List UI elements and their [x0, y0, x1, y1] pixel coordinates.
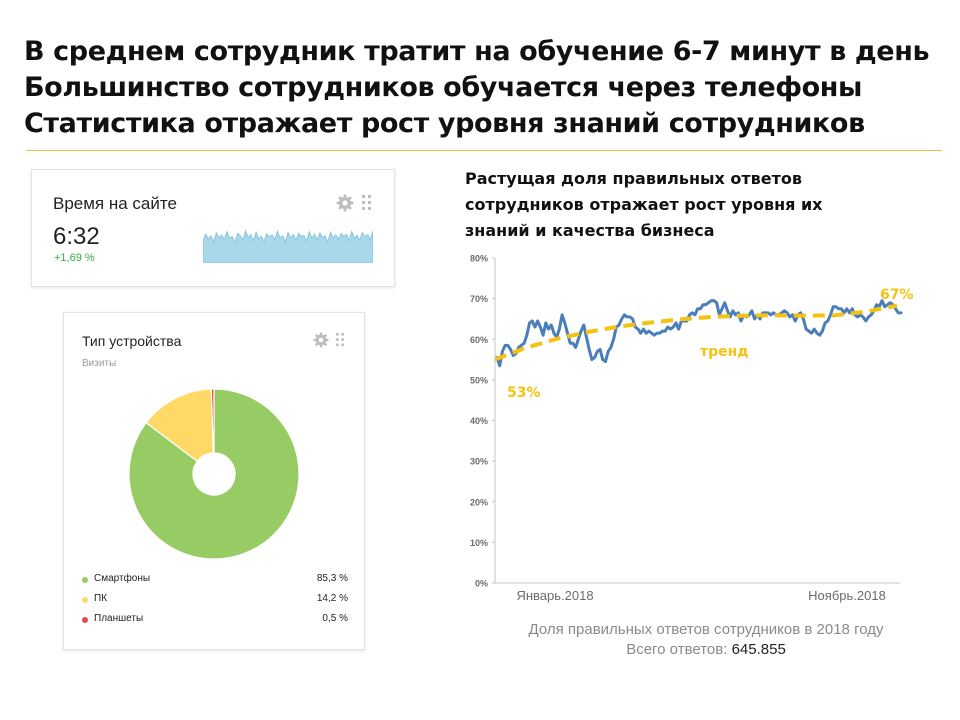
legend-label-smartphones: Смартфоны [94, 573, 151, 584]
legend-row-tablets[interactable]: Планшеты 0,5 % [82, 613, 348, 633]
time-on-site-delta: +1,69 % [54, 252, 95, 264]
pie-slice-pc[interactable] [145, 388, 214, 463]
drag-handle-icon[interactable] [336, 333, 345, 347]
legend-value-pc: 14,2 % [316, 593, 348, 604]
headline-line-3: Статистика отражает рост уровня знаний с… [24, 108, 865, 139]
annotation-trend-label: тренд [700, 344, 749, 360]
device-widget-subtitle: Визиты [82, 358, 117, 369]
caption-line-1: Доля правильных ответов сотрудников в 20… [528, 621, 884, 638]
headline-line-2: Большинство сотрудников обучается через … [24, 72, 863, 103]
y-tick-label: 60% [470, 335, 488, 345]
time-widget-tools [336, 194, 372, 212]
device-widget-title: Тип устройства [82, 333, 182, 349]
y-tick-label: 50% [470, 375, 488, 385]
headline-line-1: В среднем сотрудник тратит на обучение 6… [24, 36, 930, 67]
right-chart-title-line-1: Растущая доля правильных ответов [465, 169, 803, 188]
gear-icon[interactable] [336, 194, 354, 212]
total-answers-label: Всего ответов: [626, 641, 728, 658]
series-line-correct-answers [495, 299, 903, 368]
headline-divider [26, 150, 942, 151]
time-on-site-value: 6:32 [53, 223, 100, 250]
y-tick-label: 0% [475, 579, 488, 589]
device-legend: Смартфоны 85,3 % ПК 14,2 % Планшеты 0,5 … [82, 573, 348, 633]
x-tick-label: Январь.2018 [516, 588, 593, 603]
legend-label-pc: ПК [94, 593, 108, 604]
y-tick-label: 80% [470, 254, 488, 264]
y-tick-label: 40% [470, 416, 488, 426]
time-sparkline [203, 229, 373, 263]
total-answers-value: 645.855 [731, 641, 786, 658]
right-chart-title-line-3: знаний и качества бизнеса [465, 221, 715, 240]
legend-label-tablets: Планшеты [94, 613, 144, 624]
y-tick-label: 10% [470, 538, 488, 548]
right-chart-title: Растущая доля правильных ответов сотрудн… [465, 166, 905, 244]
slide-headline: В среднем сотрудник тратит на обучение 6… [24, 34, 944, 142]
x-tick-label: Ноябрь.2018 [808, 588, 886, 603]
right-chart-title-line-2: сотрудников отражает рост уровня их [465, 195, 823, 214]
y-tick-label: 20% [470, 497, 488, 507]
caption-line-2: Всего ответов: 645.855 [470, 640, 942, 660]
legend-value-smartphones: 85,3 % [316, 573, 348, 584]
device-widget-tools [313, 332, 345, 348]
gear-icon[interactable] [313, 332, 329, 348]
annotation-end-value: 67% [880, 287, 914, 303]
legend-row-pc[interactable]: ПК 14,2 % [82, 593, 348, 613]
sparkline-area [203, 229, 373, 263]
chart-caption: Доля правильных ответов сотрудников в 20… [470, 620, 942, 660]
legend-dot-smartphones [82, 577, 88, 583]
legend-dot-tablets [82, 617, 88, 623]
time-widget-title: Время на сайте [53, 194, 177, 213]
time-on-site-widget: Время на сайте 6:32 +1,69 % [31, 169, 395, 287]
annotation-start-value: 53% [507, 385, 541, 401]
pie-slice-smartphones[interactable] [128, 388, 300, 560]
device-donut-chart [128, 388, 300, 560]
legend-row-smartphones[interactable]: Смартфоны 85,3 % [82, 573, 348, 593]
legend-dot-pc [82, 597, 88, 603]
y-tick-label: 30% [470, 457, 488, 467]
drag-handle-icon[interactable] [362, 195, 372, 211]
correct-answers-line-chart: 0% 10% 20% 30% 40% 50% 60% 70% 80% Январь.2018 Ноя… [470, 254, 914, 604]
legend-value-tablets: 0,5 % [322, 613, 348, 624]
device-type-widget: Тип устройства Визиты [63, 312, 365, 650]
y-tick-label: 70% [470, 294, 488, 304]
pie-slice-tablets[interactable] [210, 388, 215, 454]
